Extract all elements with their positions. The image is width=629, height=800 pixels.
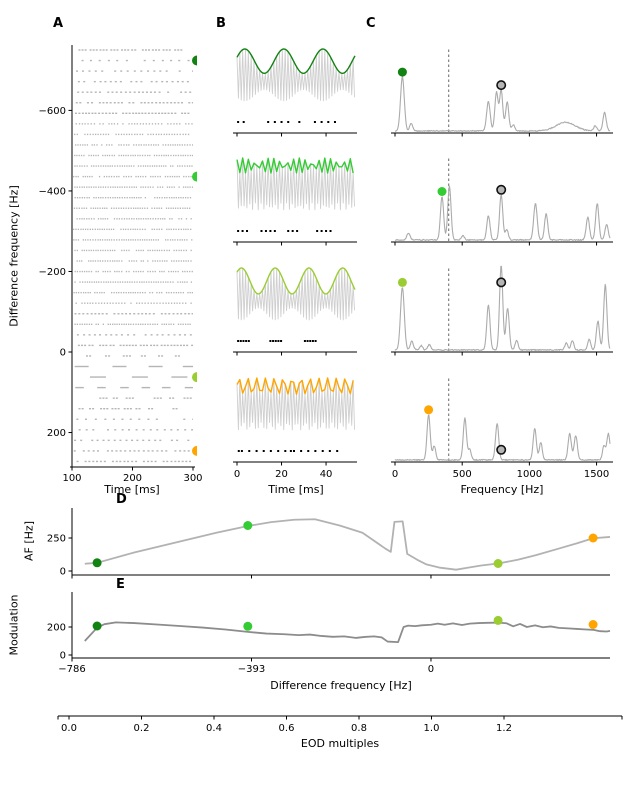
panel-b: 0 20 40	[233, 48, 357, 480]
panel-a: −600 −400 −200 0 200 100 200 300	[39, 45, 203, 484]
eodf-peak-circle	[496, 444, 507, 455]
panel-a-letter: A	[53, 16, 64, 31]
raster-highlight-marker	[192, 445, 197, 456]
svg-text:0: 0	[60, 567, 66, 578]
eodf-peak-circle	[496, 277, 507, 288]
raster-highlight-marker	[192, 171, 197, 182]
spectrum-peak-dot	[397, 277, 407, 287]
panel-e: 0 200 −786 −393 0	[47, 592, 611, 675]
af-highlight-dot	[588, 533, 598, 543]
panel-c-xlabel: Frequency [Hz]	[460, 483, 544, 496]
modulation-highlight-dot	[243, 621, 253, 631]
svg-text:200: 200	[47, 428, 66, 439]
svg-text:−786: −786	[58, 664, 85, 675]
svg-text:1000: 1000	[517, 469, 542, 480]
svg-text:1.0: 1.0	[424, 723, 440, 734]
panel-d-letter: D	[116, 492, 127, 507]
spectrum-peak-dot	[424, 405, 434, 415]
svg-text:20: 20	[275, 469, 288, 480]
svg-text:40: 40	[320, 469, 333, 480]
af-highlight-dot	[493, 559, 503, 568]
panel-a-xlabel: Time [ms]	[104, 483, 160, 496]
spectrum-peak-dot	[437, 187, 447, 196]
panel-c: 0 500 1000 1500	[391, 47, 613, 480]
af-highlight-dot	[243, 521, 253, 530]
svg-text:−393: −393	[238, 664, 265, 675]
svg-text:0.2: 0.2	[134, 723, 150, 734]
svg-text:300: 300	[183, 473, 202, 484]
panel-e-letter: E	[116, 577, 125, 592]
spectrum-peak-dot	[397, 67, 407, 77]
svg-text:0.0: 0.0	[61, 723, 77, 734]
svg-text:250: 250	[47, 534, 66, 545]
svg-text:0: 0	[60, 651, 66, 662]
raster-highlight-marker	[192, 55, 197, 66]
svg-text:−400: −400	[39, 186, 66, 197]
eod-axis-label: EOD multiples	[300, 737, 380, 750]
af-highlight-dot	[92, 558, 102, 568]
svg-text:100: 100	[62, 473, 81, 484]
svg-text:−600: −600	[39, 106, 66, 117]
svg-text:0.4: 0.4	[206, 723, 222, 734]
svg-text:200: 200	[47, 623, 66, 634]
panel-c-letter: C	[366, 16, 376, 31]
eod-multiples-axis: 0.0 0.2 0.4 0.6 0.8 1.0 1.2	[57, 715, 623, 734]
modulation-highlight-dot	[493, 615, 503, 625]
raster-highlight-marker	[192, 372, 197, 383]
svg-text:0.8: 0.8	[351, 723, 367, 734]
svg-text:0: 0	[60, 348, 66, 359]
eodf-peak-circle	[496, 184, 507, 195]
svg-text:0: 0	[428, 664, 434, 675]
panel-b-xlabel: Time [ms]	[268, 483, 324, 496]
svg-text:0: 0	[234, 469, 240, 480]
panel-b-letter: B	[216, 16, 226, 31]
svg-text:1500: 1500	[584, 469, 609, 480]
panel-d: 0 250	[47, 508, 611, 579]
svg-text:0: 0	[392, 469, 398, 480]
svg-text:500: 500	[453, 469, 472, 480]
svg-text:0.6: 0.6	[279, 723, 295, 734]
modulation-highlight-dot	[92, 621, 102, 631]
eodf-peak-circle	[496, 80, 507, 91]
panel-e-ylabel: Modulation	[7, 594, 21, 656]
svg-text:1.2: 1.2	[496, 723, 512, 734]
panel-a-ylabel: Difference frequency [Hz]	[7, 185, 21, 327]
panel-e-xlabel: Difference frequency [Hz]	[270, 679, 412, 692]
panel-d-ylabel: AF [Hz]	[22, 521, 36, 561]
svg-text:200: 200	[123, 473, 142, 484]
svg-text:−200: −200	[39, 267, 66, 278]
modulation-highlight-dot	[588, 620, 598, 629]
